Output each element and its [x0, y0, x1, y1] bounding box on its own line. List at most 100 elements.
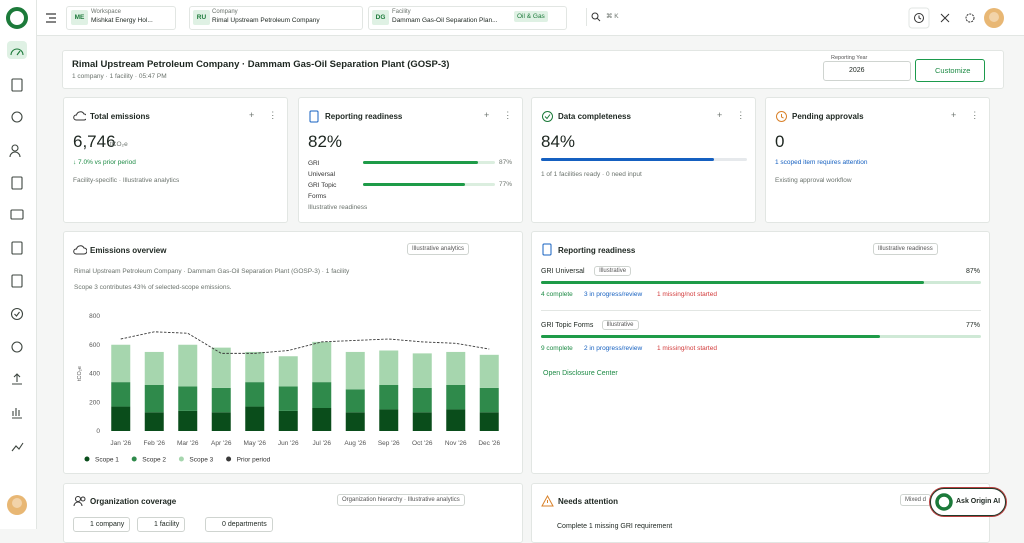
bar-segment — [412, 353, 432, 388]
facility-value: Dammam Gas-Oil Separation Plan... — [392, 17, 498, 24]
bar-segment — [412, 387, 432, 413]
readiness-card: Reporting readiness Illustrative readine… — [531, 231, 990, 474]
bar-name: GRI Universal — [308, 160, 336, 178]
facility-selector[interactable] — [368, 6, 567, 30]
coverage-chip: 1 facility — [137, 517, 186, 532]
kpi-note: Existing approval workflow — [775, 177, 852, 184]
bar-segment — [379, 350, 399, 385]
card-title: Organization coverage — [90, 497, 177, 506]
bar-segment — [345, 412, 365, 431]
page: {"top_bar":{"workspace":{"badge":"ME","l… — [6, 0, 1024, 543]
x-tick-label: Feb '26 — [144, 440, 166, 447]
ai-logo — [935, 493, 953, 511]
top-right-icons[interactable] — [905, 5, 1010, 31]
card-badge: Organization hierarchy · Illustrative an… — [337, 494, 465, 506]
kpi-actions[interactable]: +⋮ — [484, 110, 523, 120]
legend-label: Prior period — [237, 457, 271, 464]
kpi-link[interactable]: 1 scoped item requires attention — [775, 159, 868, 166]
x-tick-label: Nov '26 — [445, 440, 467, 447]
bar-segment — [446, 351, 466, 385]
x-tick-label: Jul '26 — [312, 440, 331, 447]
count-missing: 1 missing/not started — [657, 291, 717, 298]
divider — [541, 310, 981, 311]
bar-segment — [178, 386, 198, 411]
framework-percent: 77% — [965, 322, 980, 329]
company-label: Company — [212, 9, 238, 15]
count-missing: 1 missing/not started — [657, 345, 717, 352]
bar-segment — [312, 341, 332, 383]
workspace-value: Mishkat Energy Hol... — [91, 17, 153, 24]
disclosure-link[interactable]: Open Disclosure Center — [543, 370, 618, 377]
bar-segment — [379, 409, 399, 431]
card-subtitle: Rimal Upstream Petroleum Company · Damma… — [74, 268, 350, 275]
year-label: Reporting Year — [829, 55, 870, 61]
ask-ai-button[interactable] — [930, 488, 1006, 516]
card-title: Needs attention — [558, 497, 619, 506]
count-progress: 3 in progress/review — [584, 291, 643, 298]
kpi-value: 84% — [541, 132, 576, 151]
search-icon — [591, 12, 601, 22]
legend-dot — [226, 456, 232, 462]
emissions-chart: 0 200 400 600 800 tCO₂e Jan '26 Feb '26 Mar '26 A… — [77, 313, 501, 464]
bar-segment — [144, 412, 164, 431]
kpi-value: 0 — [775, 132, 785, 151]
y-tick-label: 0 — [96, 428, 100, 435]
kpi-title: Data completeness — [558, 112, 631, 121]
kpi-note: Illustrative readiness — [308, 204, 368, 211]
bar-segment — [111, 344, 131, 383]
year-select[interactable] — [823, 61, 911, 81]
bar-segment — [245, 406, 265, 431]
bar-segment — [479, 354, 499, 388]
facility-label: Facility — [392, 9, 411, 15]
kpi-value: 82% — [308, 132, 343, 151]
workspace-badge: ME — [71, 10, 88, 25]
workspace-selector[interactable] — [66, 6, 176, 30]
x-tick-label: Aug '26 — [344, 440, 366, 447]
customize-button[interactable] — [915, 59, 985, 82]
kpi-title: Reporting readiness — [325, 112, 403, 121]
bar-segment — [144, 351, 164, 385]
y-tick-label: 600 — [89, 342, 100, 349]
bar-label: 77% — [499, 181, 513, 188]
y-axis-label: tCO₂e — [77, 366, 83, 381]
bar-segment — [312, 382, 332, 408]
menu-icon[interactable] — [44, 11, 58, 25]
framework-percent: 87% — [965, 268, 980, 275]
kpi-icon — [542, 111, 553, 122]
year-value: 2026 — [849, 67, 865, 74]
kpi-icon — [73, 111, 86, 121]
kpi-actions[interactable]: +⋮ — [249, 110, 288, 120]
bar-segment — [278, 386, 298, 411]
count-progress: 2 in progress/review — [584, 345, 643, 352]
bar-segment — [345, 389, 365, 413]
bar-name: GRI Topic Forms — [308, 182, 337, 200]
header-subtitle: 1 company · 1 facility · 05:47 PM — [72, 73, 167, 80]
kpi-title: Total emissions — [90, 112, 150, 121]
kpi-card: Pending approvals +⋮ 0 1 scoped item requir… — [765, 97, 990, 223]
kpi-icon — [309, 110, 319, 123]
bar-segment — [446, 385, 466, 410]
emissions-card: Emissions overview Illustrative analytic… — [63, 231, 523, 474]
card-title: Reporting readiness — [558, 246, 636, 255]
x-tick-label: Jan '26 — [110, 440, 131, 447]
x-tick-label: Oct '26 — [412, 440, 433, 447]
prior-period-line — [120, 331, 490, 354]
kpi-actions[interactable]: +⋮ — [951, 110, 990, 120]
coverage-chip: 1 company — [73, 517, 131, 532]
company-selector[interactable] — [189, 6, 363, 30]
card-note: Scope 3 contributes 43% of selected-scop… — [74, 284, 232, 291]
bar-segment — [144, 385, 164, 413]
bar-segment — [278, 410, 298, 431]
kpi-actions[interactable]: +⋮ — [717, 110, 756, 120]
bar-segment — [379, 385, 399, 410]
warning-icon — [541, 495, 554, 507]
bar-segment — [211, 347, 231, 388]
attention-item: Complete 1 missing GRI requirement — [557, 523, 673, 530]
search[interactable] — [586, 8, 630, 26]
x-tick-label: Dec '26 — [478, 440, 500, 447]
kpi-card: Total emissions +⋮ 6,746 tCO₂e ↓ 7.0% vs pri… — [63, 97, 288, 223]
bar-segment — [111, 382, 131, 407]
framework-fill — [541, 281, 924, 284]
x-tick-label: Apr '26 — [211, 440, 232, 447]
doc-icon — [542, 243, 552, 256]
